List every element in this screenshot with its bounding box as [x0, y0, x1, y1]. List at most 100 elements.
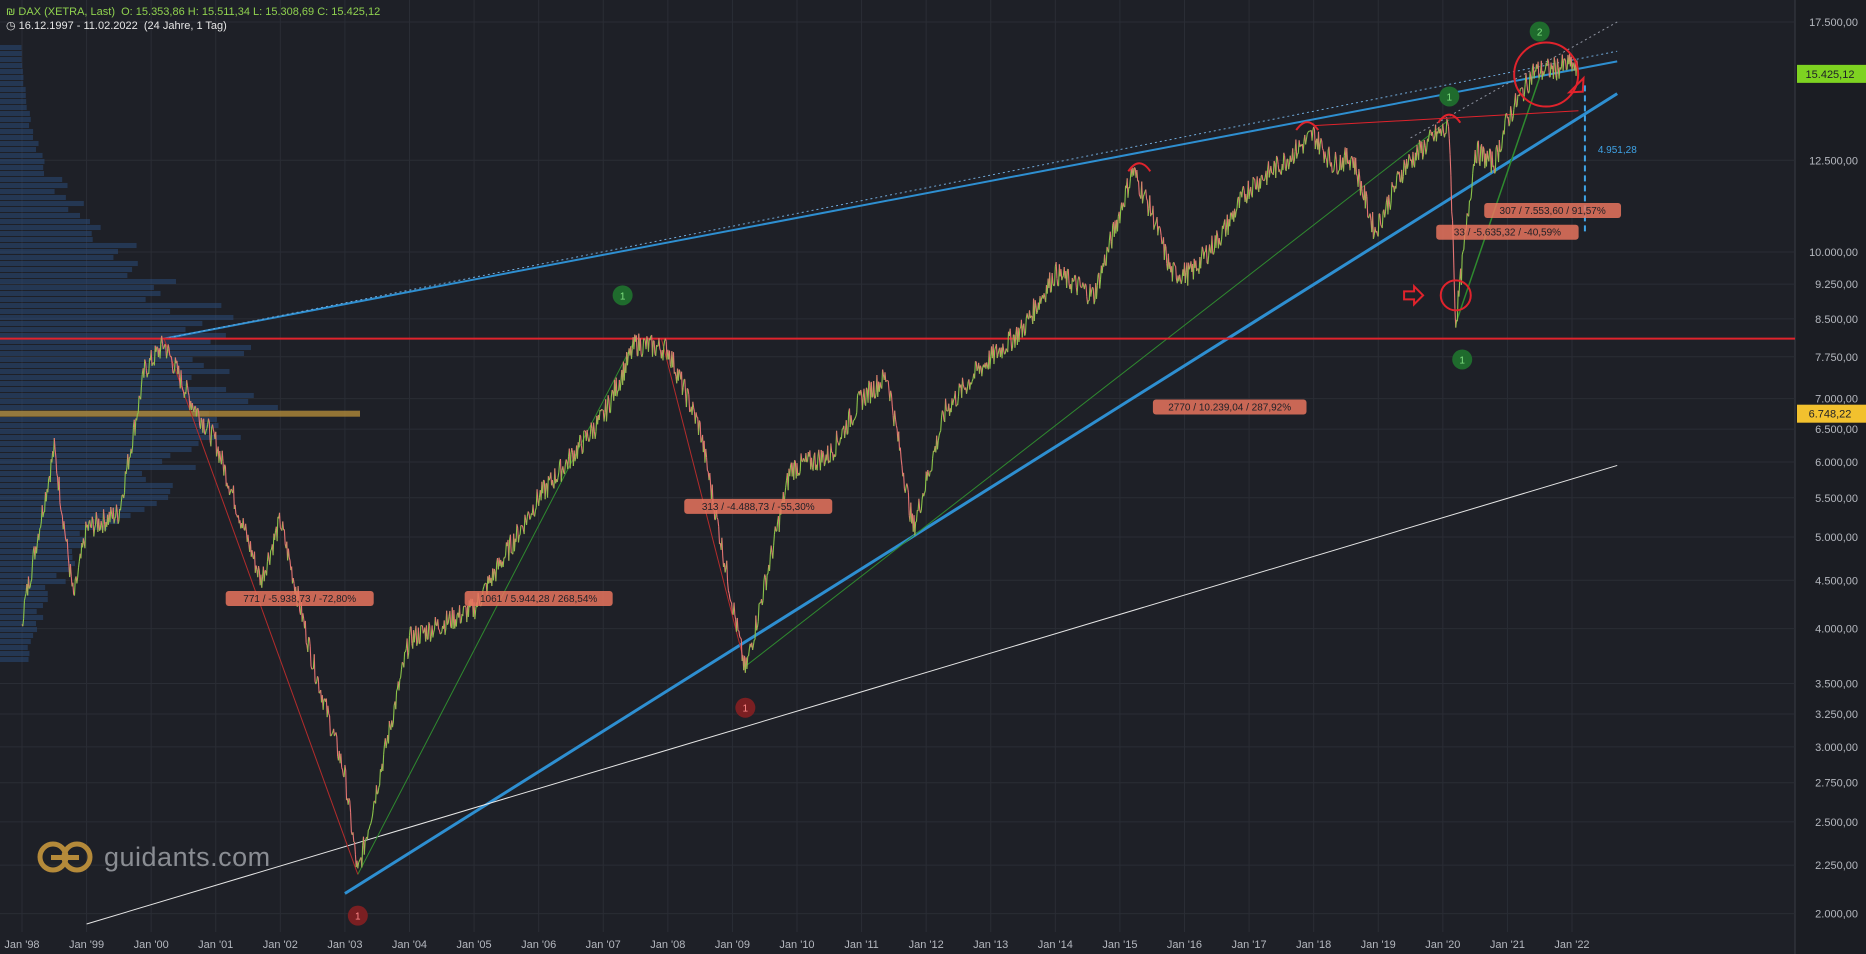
price-segment [1543, 71, 1546, 76]
price-segment [272, 533, 275, 556]
price-segment [47, 478, 50, 493]
price-segment [438, 630, 441, 635]
price-segment [1512, 109, 1515, 119]
price-segment [528, 513, 531, 520]
price-segment [1469, 199, 1471, 202]
price-segment [1326, 150, 1329, 168]
price-segment [421, 625, 424, 634]
price-segment [1021, 325, 1024, 338]
price-segment [1285, 159, 1288, 171]
price-segment [1390, 182, 1393, 201]
price-segment [1076, 280, 1079, 296]
y-tick-label: 5.500,00 [1815, 493, 1858, 505]
price-segment [198, 413, 201, 426]
price-segment [873, 381, 876, 399]
price-segment [940, 410, 943, 418]
price-segment [1433, 135, 1436, 142]
price-segment [95, 512, 98, 520]
price-segment [1222, 222, 1225, 229]
price-segment [161, 343, 164, 350]
volume-bar [0, 135, 34, 140]
price-segment [1268, 171, 1271, 178]
price-segment [140, 374, 143, 386]
price-segment [1250, 186, 1253, 196]
annotation-bg-1 [464, 590, 613, 606]
volume-bar [0, 267, 133, 272]
price-segment [23, 600, 25, 619]
x-axis: Jan '98 Jan '99 Jan '00 Jan '01 Jan '02 Jan '… [4, 939, 1589, 951]
price-segment [1523, 84, 1526, 95]
price-segment [1215, 230, 1218, 248]
overlays: 1 1 1 1 1 2 [347, 21, 1586, 926]
price-segment [1521, 87, 1524, 89]
price-segment [1510, 106, 1512, 113]
price-segment [1023, 323, 1026, 336]
price-segment [438, 628, 440, 631]
price-segment [526, 516, 528, 526]
level-price-label: 6.748,22 [1809, 409, 1852, 421]
price-segment [269, 550, 272, 565]
price-segment [931, 458, 934, 471]
volume-bar [0, 177, 63, 182]
price-segment [894, 418, 897, 426]
price-segment [1161, 242, 1164, 245]
price-segment [557, 472, 560, 478]
price-segment [1445, 118, 1448, 134]
arrow-right-icon [1403, 283, 1425, 307]
x-tick-label: Jan '11 [844, 939, 878, 951]
price-segment [857, 392, 859, 396]
price-segment [662, 346, 665, 361]
price-segment [1284, 155, 1286, 169]
price-segment [1138, 194, 1141, 197]
price-segment [1184, 272, 1187, 284]
chart-range-dates: 16.12.1997 - 11.02.2022 [18, 20, 138, 32]
price-segment [1455, 320, 1458, 328]
price-segment [523, 514, 526, 535]
price-segment [1548, 62, 1550, 77]
x-tick-label: Jan '08 [650, 939, 685, 951]
price-segment [563, 464, 566, 475]
price-segment [376, 792, 379, 795]
price-segment [739, 636, 741, 639]
price-segment [1079, 277, 1081, 287]
price-segment [693, 407, 696, 412]
price-segment [1560, 66, 1563, 70]
price-segment [560, 470, 563, 482]
price-segment [354, 841, 356, 855]
x-tick-label: Jan '05 [457, 939, 492, 951]
volume-bar [0, 537, 86, 542]
price-segment [383, 744, 386, 755]
price-segment [200, 417, 203, 421]
price-segment [846, 433, 849, 435]
price-segment [219, 451, 222, 461]
price-segment [1494, 172, 1496, 174]
price-segment [274, 530, 277, 540]
price-segment [1547, 58, 1550, 63]
price-segment [330, 733, 333, 737]
price-segment [1481, 146, 1484, 162]
price-segment [687, 388, 690, 395]
annotations: 771 / -5.938,73 / -72,80% 1061 / 5.944,28… [225, 145, 1637, 606]
price-segment [692, 401, 695, 408]
price-segment [731, 602, 733, 614]
price-segment [734, 614, 737, 620]
price-segment [1418, 139, 1421, 143]
price-segment [1335, 159, 1338, 174]
price-segment [554, 468, 557, 484]
price-segment [705, 448, 708, 458]
price-segment [890, 394, 893, 407]
price-segment [1055, 262, 1058, 279]
volume-bar [0, 189, 55, 194]
volume-bar [0, 657, 29, 662]
price-segment [509, 534, 512, 553]
price-segment [1376, 231, 1378, 235]
price-segment [761, 600, 764, 606]
price-segment [304, 620, 307, 643]
price-segment [1320, 138, 1323, 142]
price-segment [131, 446, 134, 454]
x-tick-label: Jan '98 [4, 939, 39, 951]
price-segment [400, 669, 402, 678]
price-segment [733, 602, 736, 615]
price-segment [1029, 315, 1032, 319]
